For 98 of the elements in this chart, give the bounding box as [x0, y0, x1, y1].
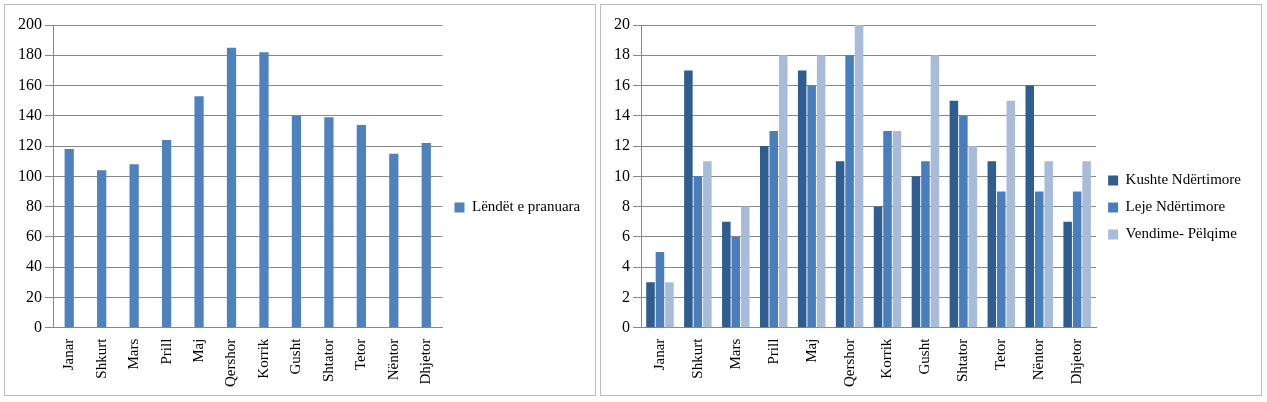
y-tick-label: 0 [622, 317, 630, 335]
bar [807, 85, 816, 328]
bar [421, 143, 431, 328]
bar [693, 176, 703, 328]
x-tick-label: Dhjetor [1068, 338, 1085, 385]
bar [930, 55, 940, 328]
bar [835, 161, 845, 328]
x-tick-label: Maj [190, 338, 206, 363]
x-tick-label: Shkurt [92, 337, 109, 379]
y-tick-label: 16 [614, 75, 630, 93]
x-tick-label: Tetor [352, 338, 369, 371]
bar [816, 55, 826, 328]
legend-label: Leje Ndërtimore [1125, 198, 1226, 215]
bar [64, 149, 74, 328]
x-tick-label: Prill [157, 338, 174, 365]
x-tick-label: Prill [764, 338, 781, 365]
x-tick-label: Qershor [222, 338, 239, 388]
x-tick-label: Mars [726, 338, 743, 370]
y-tick-label: 20 [614, 15, 630, 33]
bar [356, 124, 366, 328]
y-tick-label: 80 [26, 196, 42, 214]
x-tick-label: Shtator [954, 338, 971, 383]
bar [759, 146, 769, 328]
bar [997, 191, 1006, 328]
bar [389, 153, 399, 328]
x-tick-label: Mars [125, 338, 142, 370]
y-tick-label: 8 [622, 196, 630, 214]
bar [226, 47, 237, 328]
bar [911, 176, 921, 328]
bar [769, 130, 779, 328]
bar [873, 206, 883, 328]
bar [684, 70, 693, 328]
bar [129, 164, 139, 328]
bar [665, 282, 674, 328]
bar [1044, 161, 1053, 328]
bar [883, 130, 892, 328]
x-tick-label: Tetor [992, 338, 1009, 371]
y-tick-label: 180 [18, 45, 42, 63]
bar [194, 96, 204, 328]
y-tick-label: 18 [614, 45, 630, 63]
y-tick-label: 100 [18, 166, 42, 184]
y-tick-label: 160 [18, 75, 42, 93]
bar [1082, 161, 1091, 328]
x-tick-label: Nëntor [384, 338, 401, 381]
x-tick-label: Shtator [319, 338, 336, 383]
x-tick-label: Korrik [878, 338, 895, 379]
x-tick-label: Gusht [916, 337, 933, 375]
x-tick-label: Maj [802, 338, 819, 363]
y-tick-label: 140 [18, 106, 42, 124]
y-tick-label: 40 [26, 257, 42, 275]
bar [968, 146, 978, 328]
bar [731, 236, 741, 328]
legend-label: Lëndët e pranuara [472, 198, 581, 215]
y-tick-label: 14 [614, 106, 630, 124]
bar [892, 130, 902, 328]
bar [259, 52, 269, 328]
y-tick-label: 20 [26, 287, 42, 305]
y-tick-label: 0 [34, 317, 42, 335]
bar [646, 282, 655, 328]
bar [1025, 85, 1035, 328]
legend-label: Vendime- Pëlqime [1125, 225, 1238, 242]
bar [324, 117, 334, 328]
bar [949, 100, 959, 328]
bar [845, 55, 854, 328]
x-tick-label: Janar [650, 338, 667, 371]
bar [778, 55, 788, 328]
y-tick-label: 6 [622, 227, 630, 245]
bar [987, 161, 997, 328]
bar [161, 140, 172, 328]
x-tick-label: Dhjetor [417, 338, 434, 385]
bar [797, 70, 807, 328]
bar [1063, 221, 1072, 328]
bar [703, 161, 712, 328]
y-tick-label: 120 [18, 136, 42, 154]
x-tick-label: Nëntor [1030, 338, 1047, 381]
y-tick-label: 10 [614, 166, 630, 184]
bar [1034, 191, 1044, 328]
y-tick-label: 12 [614, 136, 630, 154]
y-tick-label: 2 [622, 287, 630, 305]
bar [959, 115, 968, 328]
y-tick-label: 200 [18, 15, 42, 33]
bar [854, 25, 864, 328]
bar [921, 161, 930, 328]
bar [1072, 191, 1082, 328]
legend-label: Kushte Ndërtimore [1125, 171, 1242, 188]
x-tick-label: Janar [60, 338, 77, 371]
bar [291, 115, 302, 328]
x-tick-label: Korrik [254, 338, 271, 379]
y-tick-label: 4 [622, 257, 630, 275]
bar [97, 170, 107, 328]
x-tick-label: Gusht [287, 337, 304, 375]
bar [1006, 100, 1016, 328]
y-tick-label: 60 [26, 227, 42, 245]
x-tick-label: Qershor [840, 338, 857, 388]
bar [722, 221, 731, 328]
x-tick-label: Shkurt [688, 337, 705, 379]
bar [655, 252, 665, 328]
bar [741, 206, 750, 328]
